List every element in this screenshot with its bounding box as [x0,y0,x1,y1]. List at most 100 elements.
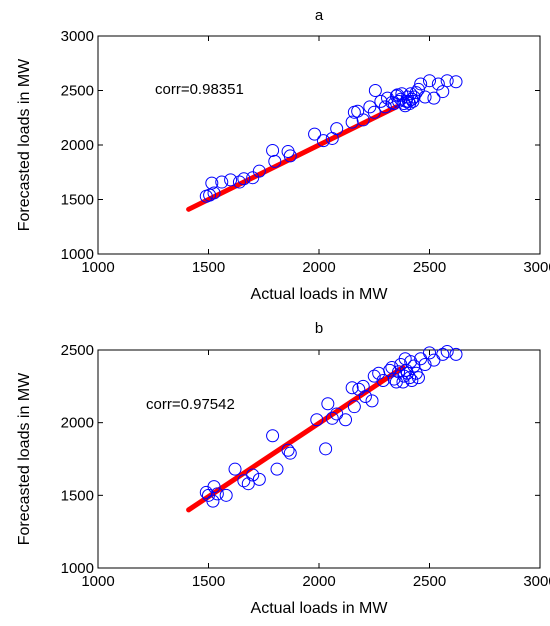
scatter-point [449,75,463,89]
scatter-point [404,355,418,369]
scatter-point [374,94,388,108]
y-axis-label-a: Forecasted loads in MW [16,58,33,231]
scatter-point [363,100,377,114]
scatter-point [325,411,339,425]
scatter-points-b [199,344,463,508]
scatter-point [345,115,359,129]
scatter-point [224,173,238,187]
scatter-point [414,77,428,91]
chart-title-a: a [315,7,324,24]
scatter-point [368,84,382,97]
scatter-point [427,91,441,105]
scatter-point [319,442,333,456]
scatter-point [449,347,463,361]
y-tick-label: 1000 [61,560,94,577]
x-tick-label: 2500 [413,573,446,590]
scatter-point [356,113,370,127]
correlation-annotation-b: corr=0.97542 [146,396,235,413]
scatter-point [394,92,408,106]
scatter-point [383,363,397,377]
scatter-point [372,366,386,380]
panel-a: a Actual loads in MW Forecasted loads in… [16,7,550,303]
panel-b: b Actual loads in MW Forecasted loads in… [16,320,550,617]
scatter-point [345,381,359,395]
scatter-point [330,122,344,136]
y-tick-label: 2000 [61,415,94,432]
scatter-point [409,86,423,100]
scatter-point [423,74,436,88]
scatter-point [270,462,284,476]
scatter-point [358,390,372,404]
scatter-point [316,134,330,148]
x-axis-label-b: Actual loads in MW [251,600,389,617]
scatter-point [385,360,399,374]
scatter-point [246,171,260,185]
scatter-point [405,374,419,388]
scatter-point [440,74,454,88]
y-axis-label-b: Forecasted loads in MW [16,372,33,545]
plot-frame-b [97,349,541,569]
scatter-point [365,394,379,408]
scatter-point [283,446,297,460]
scatter-point [237,172,251,186]
y-tick-label: 1500 [61,487,94,504]
y-tick-label: 1000 [61,246,94,263]
scatter-point [407,359,421,373]
scatter-point [339,413,353,427]
axis-ticks-b: 1000 1500 2000 2500 3000 1000 1500 2000 2500 [61,342,550,590]
scatter-point [356,379,370,393]
scatter-point [378,100,392,114]
scatter-point [266,429,280,443]
x-tick-label: 2000 [302,259,335,276]
scatter-point [392,94,406,108]
scatter-point [396,375,410,389]
scatter-point [232,175,246,189]
scatter-point [219,488,233,502]
scatter-point [397,369,411,383]
scatter-point [411,371,425,385]
y-tick-label: 2000 [61,137,94,154]
scatter-point [352,382,366,396]
y-tick-label: 1500 [61,192,94,209]
x-tick-label: 1000 [81,259,114,276]
scatter-point [215,175,229,189]
scatter-point [310,413,324,427]
scatter-point [241,477,255,491]
scatter-point [423,346,436,360]
x-tick-label: 3000 [523,573,550,590]
scatter-point [390,88,404,102]
scatter-point [252,164,266,178]
x-tick-label: 2500 [413,259,446,276]
scatter-point [387,372,401,386]
scatter-point [411,82,425,96]
scatter-point [266,143,280,157]
correlation-annotation-a: corr=0.98351 [155,81,244,98]
scatter-point [367,105,381,119]
x-tick-label: 2000 [302,573,335,590]
chart-title-b: b [315,320,323,337]
scatter-point [367,369,381,383]
scatter-point [436,85,450,99]
scatter-point [207,186,221,200]
x-tick-label: 3000 [523,259,550,276]
fit-line [186,104,399,212]
scatter-point [406,94,420,108]
x-tick-label: 1500 [192,573,225,590]
scatter-point [321,397,335,411]
scatter-point [210,487,224,501]
fit-line-layer-a [186,104,399,212]
scatter-point [418,90,432,104]
scatter-point [431,77,445,91]
scatter-point [207,480,221,494]
scatter-point [205,176,219,190]
scatter-points-a [199,74,463,203]
scatter-point [389,89,403,103]
x-tick-label: 1500 [192,259,225,276]
scatter-point [206,494,220,508]
scatter-point [418,358,432,372]
scatter-point [403,371,417,385]
scatter-point [308,127,322,141]
scatter-point [405,92,419,106]
scatter-point [283,149,297,163]
scatter-point [246,468,260,482]
